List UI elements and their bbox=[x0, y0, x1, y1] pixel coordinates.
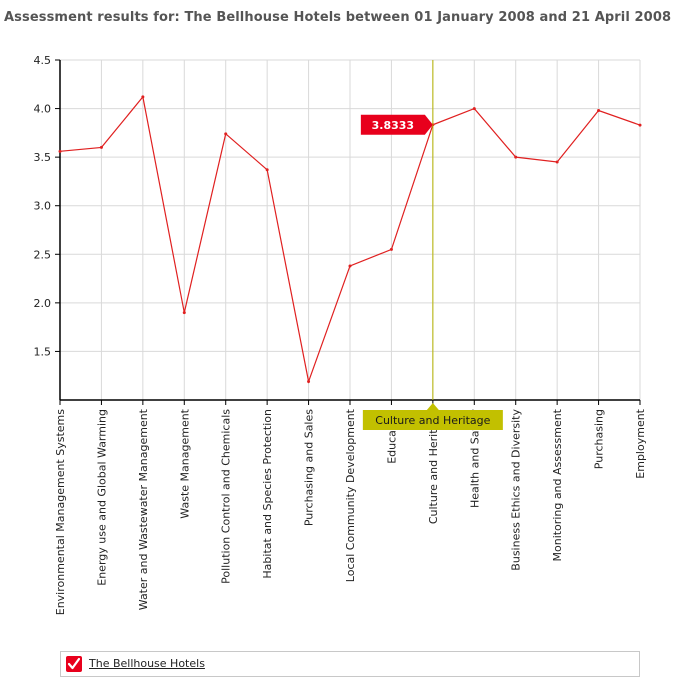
data-point bbox=[99, 145, 103, 149]
y-tick-label: 4.5 bbox=[34, 54, 52, 67]
value-flag-label: 3.8333 bbox=[372, 119, 414, 132]
y-axis-ticks: 1.5 2.0 2.5 3.0 3.5 4.0 4.5 bbox=[34, 54, 60, 358]
data-point bbox=[182, 311, 186, 315]
x-tick-label: Monitoring and Assessment bbox=[551, 408, 564, 561]
x-tick-label: Waste Management bbox=[178, 408, 191, 518]
x-tick-label: Employment bbox=[634, 408, 647, 478]
series-layer bbox=[58, 95, 642, 384]
data-point bbox=[265, 168, 269, 172]
value-flag bbox=[360, 114, 433, 135]
grid-layer bbox=[59, 59, 641, 400]
y-tick-label: 1.5 bbox=[34, 345, 52, 358]
data-point bbox=[389, 247, 393, 251]
data-point bbox=[348, 264, 352, 268]
category-flag bbox=[362, 403, 503, 430]
data-point bbox=[514, 155, 518, 159]
data-point bbox=[597, 109, 601, 113]
page-title: Assessment results for: The Bellhouse Ho… bbox=[4, 10, 672, 25]
tooltip-layer: 3.8333 Culture and Heritage bbox=[360, 60, 503, 430]
x-tick-label: Environmental Management Systems bbox=[54, 409, 67, 616]
x-tick-label: Habitat and Species Protection bbox=[261, 409, 274, 579]
legend: The Bellhouse Hotels bbox=[60, 651, 640, 677]
data-point bbox=[307, 380, 311, 384]
x-tick-label: Local Community Development bbox=[344, 408, 357, 582]
x-tick-label: Business Ethics and Diversity bbox=[510, 409, 523, 571]
x-tick-label: Pollution Control and Chemicals bbox=[220, 409, 233, 584]
data-point bbox=[638, 123, 642, 127]
x-tick-label: Health and Safety bbox=[468, 409, 481, 508]
data-point bbox=[58, 149, 62, 153]
x-axis-labels: Environmental Management Systems Energy u… bbox=[54, 408, 647, 615]
data-point bbox=[555, 160, 559, 164]
data-point bbox=[224, 132, 228, 136]
legend-checkbox[interactable] bbox=[66, 656, 82, 672]
y-tick-label: 2.0 bbox=[34, 297, 52, 310]
line-chart: 1.5 2.0 2.5 3.0 3.5 4.0 4.5 Environmental Mana… bbox=[34, 54, 648, 615]
x-tick-label: Water and Wastewater Management bbox=[137, 408, 150, 610]
legend-series-link[interactable]: The Bellhouse Hotels bbox=[89, 657, 205, 670]
checkmark-icon bbox=[67, 657, 81, 670]
x-tick-label: Purchasing bbox=[593, 409, 606, 469]
x-tick-label: Culture and Heritage bbox=[427, 409, 440, 524]
x-tick-label: Energy use and Global Warming bbox=[95, 409, 108, 586]
axes bbox=[59, 60, 641, 405]
category-flag-label: Culture and Heritage bbox=[375, 414, 490, 427]
data-point bbox=[472, 107, 476, 111]
y-tick-label: 4.0 bbox=[34, 103, 52, 116]
x-tick-label: Purchasing and Sales bbox=[303, 409, 316, 526]
y-tick-label: 2.5 bbox=[34, 248, 52, 261]
data-point bbox=[141, 95, 145, 99]
y-tick-label: 3.5 bbox=[34, 151, 52, 164]
y-tick-label: 3.0 bbox=[34, 200, 52, 213]
